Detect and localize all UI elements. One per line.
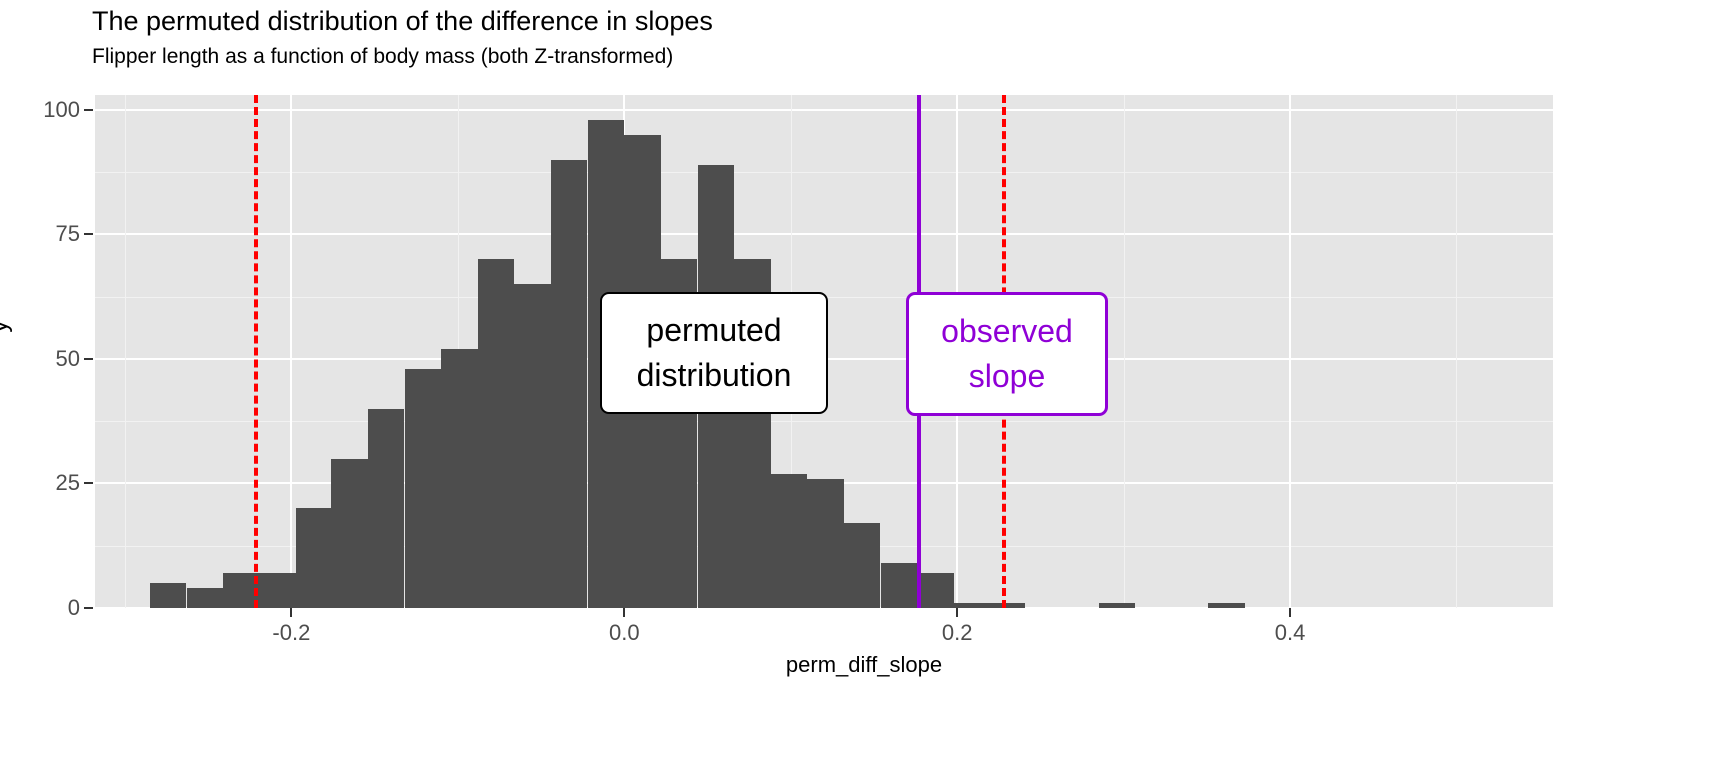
- grid-line-horizontal-major: [95, 233, 1553, 236]
- y-axis-tick-label: 75: [55, 221, 80, 247]
- x-axis-tick-label: 0.0: [608, 620, 640, 645]
- histogram-bar: [807, 478, 844, 608]
- y-axis-tick: [84, 482, 93, 485]
- x-axis-tick: [1289, 608, 1292, 617]
- x-axis-tick-label: -0.2: [272, 620, 311, 645]
- y-axis-tick-label: 0: [67, 595, 80, 620]
- grid-line-vertical-major: [290, 95, 293, 608]
- page-subtitle: Flipper length as a function of body mas…: [92, 45, 674, 68]
- histogram-bar: [1098, 603, 1136, 608]
- annotation-permuted-distribution: permuted distribution: [600, 292, 828, 414]
- y-axis-tick: [84, 108, 93, 111]
- histogram-bar: [296, 508, 333, 608]
- histogram-bar: [149, 583, 187, 608]
- histogram-bar: [551, 159, 588, 608]
- annotation-permuted-line1: permuted: [646, 311, 782, 348]
- y-axis-tick-label: 100: [43, 96, 80, 122]
- histogram-bar: [404, 368, 441, 608]
- y-axis-title: y: [0, 320, 14, 333]
- grid-line-vertical-minor: [1456, 95, 1458, 608]
- annotation-permuted-line2: distribution: [636, 357, 792, 393]
- y-axis-tick: [84, 233, 93, 236]
- x-axis-title: perm_diff_slope: [785, 652, 943, 677]
- histogram-bar: [988, 603, 1026, 608]
- annotation-observed-line1: observed: [941, 312, 1073, 349]
- y-axis-tick-label: 50: [55, 345, 80, 371]
- histogram-bar: [843, 523, 881, 608]
- histogram-bar: [441, 349, 478, 608]
- x-axis-tick-label: 0.4: [1274, 620, 1306, 645]
- x-axis-tick: [623, 608, 626, 617]
- histogram-bar: [917, 573, 954, 608]
- x-axis-tick: [290, 608, 293, 617]
- histogram-bar: [952, 603, 989, 608]
- histogram-bar: [880, 563, 918, 608]
- histogram-bar: [770, 473, 808, 608]
- grid-line-horizontal-minor: [95, 172, 1553, 174]
- x-axis-tick: [956, 608, 959, 617]
- grid-line-vertical-minor: [1123, 95, 1125, 608]
- grid-line-vertical-major: [1289, 95, 1292, 608]
- y-axis-tick: [84, 607, 93, 609]
- histogram-bar: [367, 408, 405, 608]
- annotation-observed-line2: slope: [968, 358, 1046, 394]
- x-axis-tick-label: 0.2: [941, 620, 973, 645]
- grid-line-horizontal-major: [95, 108, 1553, 111]
- page-title: The permuted distribution of the differe…: [92, 6, 713, 36]
- grid-line-vertical-minor: [124, 95, 126, 608]
- histogram-bar: [331, 458, 368, 608]
- y-axis-tick: [84, 357, 93, 360]
- y-axis-tick-label: 25: [55, 470, 80, 496]
- histogram-bar: [223, 573, 260, 608]
- histogram-bar: [259, 573, 297, 608]
- grid-line-horizontal-minor: [95, 421, 1553, 423]
- histogram-bar: [477, 259, 515, 608]
- reference-line-lower-ci: [254, 95, 259, 608]
- histogram-bar: [186, 588, 223, 608]
- histogram-bar: [514, 284, 551, 608]
- histogram-bar: [1208, 603, 1245, 608]
- annotation-observed-slope: observed slope: [906, 292, 1108, 416]
